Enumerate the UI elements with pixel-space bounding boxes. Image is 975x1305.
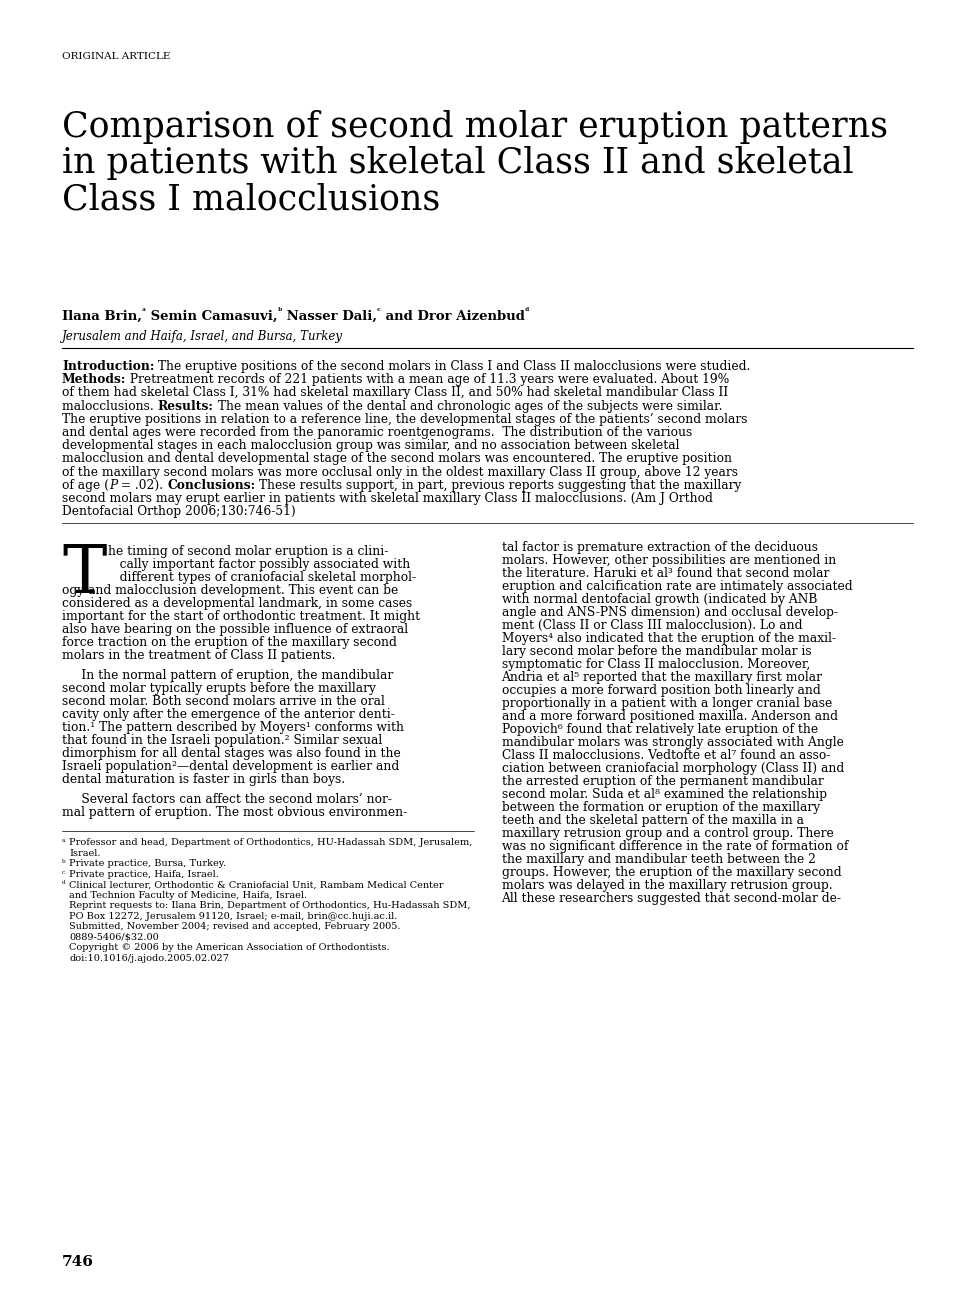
Text: = .02).: = .02). [117,479,168,492]
Text: Clinical lecturer, Orthodontic & Craniofacial Unit, Rambam Medical Center: Clinical lecturer, Orthodontic & Craniof… [69,881,444,890]
Text: Several factors can affect the second molars’ nor-: Several factors can affect the second mo… [62,793,392,806]
Text: dental maturation is faster in girls than boys.: dental maturation is faster in girls tha… [62,774,345,787]
Text: ogy and malocclusion development. This event can be: ogy and malocclusion development. This e… [62,585,398,598]
Text: and Dror Aizenbud: and Dror Aizenbud [381,311,525,324]
Text: Methods:: Methods: [62,373,127,386]
Text: doi:10.1016/j.ajodo.2005.02.027: doi:10.1016/j.ajodo.2005.02.027 [69,954,229,963]
Text: molars in the treatment of Class II patients.: molars in the treatment of Class II pati… [62,650,335,663]
Text: different types of craniofacial skeletal morphol-: different types of craniofacial skeletal… [108,572,416,585]
Text: angle and ANS-PNS dimension) and occlusal develop-: angle and ANS-PNS dimension) and occlusa… [501,607,838,620]
Text: Comparison of second molar eruption patterns: Comparison of second molar eruption patt… [62,110,888,144]
Text: occupies a more forward position both linearly and: occupies a more forward position both li… [501,684,820,697]
Text: In the normal pattern of eruption, the mandibular: In the normal pattern of eruption, the m… [62,669,393,683]
Text: symptomatic for Class II malocclusion. Moreover,: symptomatic for Class II malocclusion. M… [501,659,810,671]
Text: malocclusion and dental developmental stage of the second molars was encountered: malocclusion and dental developmental st… [62,453,732,466]
Text: considered as a developmental landmark, in some cases: considered as a developmental landmark, … [62,598,412,611]
Text: maxillary retrusion group and a control group. There: maxillary retrusion group and a control … [501,827,834,840]
Text: Submitted, November 2004; revised and accepted, February 2005.: Submitted, November 2004; revised and ac… [69,923,401,932]
Text: 746: 746 [62,1255,94,1268]
Text: PO Box 12272, Jerusalem 91120, Israel; e-mail, brin@cc.huji.ac.il.: PO Box 12272, Jerusalem 91120, Israel; e… [69,912,398,921]
Text: second molars may erupt earlier in patients with skeletal maxillary Class II mal: second molars may erupt earlier in patie… [62,492,713,505]
Text: ᵃ: ᵃ [142,307,146,316]
Text: Ilana Brin,: Ilana Brin, [62,311,142,324]
Text: ᶜ: ᶜ [62,870,65,878]
Text: the maxillary and mandibular teeth between the 2: the maxillary and mandibular teeth betwe… [501,853,815,867]
Text: dimorphism for all dental stages was also found in the: dimorphism for all dental stages was als… [62,748,401,761]
Text: tion.¹ The pattern described by Moyers¹ conforms with: tion.¹ The pattern described by Moyers¹ … [62,722,404,735]
Text: Jerusalem and Haifa, Israel, and Bursa, Turkey: Jerusalem and Haifa, Israel, and Bursa, … [62,330,343,343]
Text: Semin Camasuvi,: Semin Camasuvi, [146,311,278,324]
Text: Class II malocclusions. Vedtofte et al⁷ found an asso-: Class II malocclusions. Vedtofte et al⁷ … [501,749,830,762]
Text: T: T [62,542,106,607]
Text: Israel.: Israel. [69,848,100,857]
Text: groups. However, the eruption of the maxillary second: groups. However, the eruption of the max… [501,867,841,880]
Text: These results support, in part, previous reports suggesting that the maxillary: These results support, in part, previous… [255,479,742,492]
Text: Moyers⁴ also indicated that the eruption of the maxil-: Moyers⁴ also indicated that the eruption… [501,633,836,646]
Text: was no significant difference in the rate of formation of: was no significant difference in the rat… [501,840,848,853]
Text: and a more forward positioned maxilla. Anderson and: and a more forward positioned maxilla. A… [501,710,838,723]
Text: mal pattern of eruption. The most obvious environmen-: mal pattern of eruption. The most obviou… [62,806,408,820]
Text: Andria et al⁵ reported that the maxillary first molar: Andria et al⁵ reported that the maxillar… [501,671,823,684]
Text: All these researchers suggested that second-molar de-: All these researchers suggested that sec… [501,893,841,906]
Text: P: P [109,479,117,492]
Text: second molar typically erupts before the maxillary: second molar typically erupts before the… [62,683,376,696]
Text: Copyright © 2006 by the American Association of Orthodontists.: Copyright © 2006 by the American Associa… [69,944,390,953]
Text: The eruptive positions in relation to a reference line, the developmental stages: The eruptive positions in relation to a … [62,412,748,425]
Text: ᵇ: ᵇ [62,860,65,868]
Text: ment (Class II or Class III malocclusion). Lo and: ment (Class II or Class III malocclusion… [501,620,802,633]
Text: Results:: Results: [158,399,214,412]
Text: of age (: of age ( [62,479,109,492]
Text: second molar. Suda et al⁸ examined the relationship: second molar. Suda et al⁸ examined the r… [501,788,827,801]
Text: force traction on the eruption of the maxillary second: force traction on the eruption of the ma… [62,637,397,650]
Text: Private practice, Bursa, Turkey.: Private practice, Bursa, Turkey. [69,860,226,868]
Text: also have bearing on the possible influence of extraoral: also have bearing on the possible influe… [62,624,409,637]
Text: Nasser Dali,: Nasser Dali, [282,311,377,324]
Text: proportionally in a patient with a longer cranial base: proportionally in a patient with a longe… [501,697,832,710]
Text: tal factor is premature extraction of the deciduous: tal factor is premature extraction of th… [501,542,817,555]
Text: of them had skeletal Class I, 31% had skeletal maxillary Class II, and 50% had s: of them had skeletal Class I, 31% had sk… [62,386,728,399]
Text: molars. However, other possibilities are mentioned in: molars. However, other possibilities are… [501,555,836,568]
Text: cally important factor possibly associated with: cally important factor possibly associat… [108,559,410,572]
Text: ORIGINAL ARTICLE: ORIGINAL ARTICLE [62,52,171,61]
Text: lary second molar before the mandibular molar is: lary second molar before the mandibular … [501,646,811,659]
Text: Israeli population²—dental development is earlier and: Israeli population²—dental development i… [62,761,399,774]
Text: Conclusions:: Conclusions: [168,479,255,492]
Text: mandibular molars was strongly associated with Angle: mandibular molars was strongly associate… [501,736,843,749]
Text: the literature. Haruki et al³ found that second molar: the literature. Haruki et al³ found that… [501,568,829,581]
Text: Popovich⁶ found that relatively late eruption of the: Popovich⁶ found that relatively late eru… [501,723,818,736]
Text: important for the start of orthodontic treatment. It might: important for the start of orthodontic t… [62,611,420,624]
Text: Introduction:: Introduction: [62,360,154,373]
Text: between the formation or eruption of the maxillary: between the formation or eruption of the… [501,801,820,814]
Text: The mean values of the dental and chronologic ages of the subjects were similar.: The mean values of the dental and chrono… [214,399,722,412]
Text: teeth and the skeletal pattern of the maxilla in a: teeth and the skeletal pattern of the ma… [501,814,803,827]
Text: ciation between craniofacial morphology (Class II) and: ciation between craniofacial morphology … [501,762,843,775]
Text: Reprint requests to: Ilana Brin, Department of Orthodontics, Hu-Hadassah SDM,: Reprint requests to: Ilana Brin, Departm… [69,902,471,911]
Text: ᵇ: ᵇ [278,307,282,316]
Text: Class I malocclusions: Class I malocclusions [62,181,441,217]
Text: and Technion Faculty of Medicine, Haifa, Israel.: and Technion Faculty of Medicine, Haifa,… [69,891,307,900]
Text: in patients with skeletal Class II and skeletal: in patients with skeletal Class II and s… [62,146,854,180]
Text: with normal dentofacial growth (indicated by ANB: with normal dentofacial growth (indicate… [501,594,817,607]
Text: of the maxillary second molars was more occlusal only in the oldest maxillary Cl: of the maxillary second molars was more … [62,466,738,479]
Text: Dentofacial Orthop 2006;130:746-51): Dentofacial Orthop 2006;130:746-51) [62,505,295,518]
Text: Professor and head, Department of Orthodontics, HU-Hadassah SDM, Jerusalem,: Professor and head, Department of Orthod… [69,838,472,847]
Text: that found in the Israeli population.² Similar sexual: that found in the Israeli population.² S… [62,735,382,748]
Text: cavity only after the emergence of the anterior denti-: cavity only after the emergence of the a… [62,709,395,722]
Text: The eruptive positions of the second molars in Class I and Class II malocclusion: The eruptive positions of the second mol… [154,360,751,373]
Text: ᵃ: ᵃ [62,838,65,847]
Text: the arrested eruption of the permanent mandibular: the arrested eruption of the permanent m… [501,775,823,788]
Text: second molar. Both second molars arrive in the oral: second molar. Both second molars arrive … [62,696,385,709]
Text: developmental stages in each malocclusion group was similar, and no association : developmental stages in each malocclusio… [62,440,680,453]
Text: ᵈ: ᵈ [525,307,529,316]
Text: ᵈ: ᵈ [62,881,65,890]
Text: Pretreatment records of 221 patients with a mean age of 11.3 years were evaluate: Pretreatment records of 221 patients wit… [127,373,729,386]
Text: ᶜ: ᶜ [377,307,381,316]
Text: eruption and calcification rate are intimately associated: eruption and calcification rate are inti… [501,581,852,594]
Text: he timing of second molar eruption is a clini-: he timing of second molar eruption is a … [108,545,389,559]
Text: molars was delayed in the maxillary retrusion group.: molars was delayed in the maxillary retr… [501,880,832,893]
Text: 0889-5406/$32.00: 0889-5406/$32.00 [69,933,159,942]
Text: and dental ages were recorded from the panoramic roentgenograms.  The distributi: and dental ages were recorded from the p… [62,425,692,438]
Text: Private practice, Haifa, Israel.: Private practice, Haifa, Israel. [69,870,218,878]
Text: malocclusions.: malocclusions. [62,399,158,412]
